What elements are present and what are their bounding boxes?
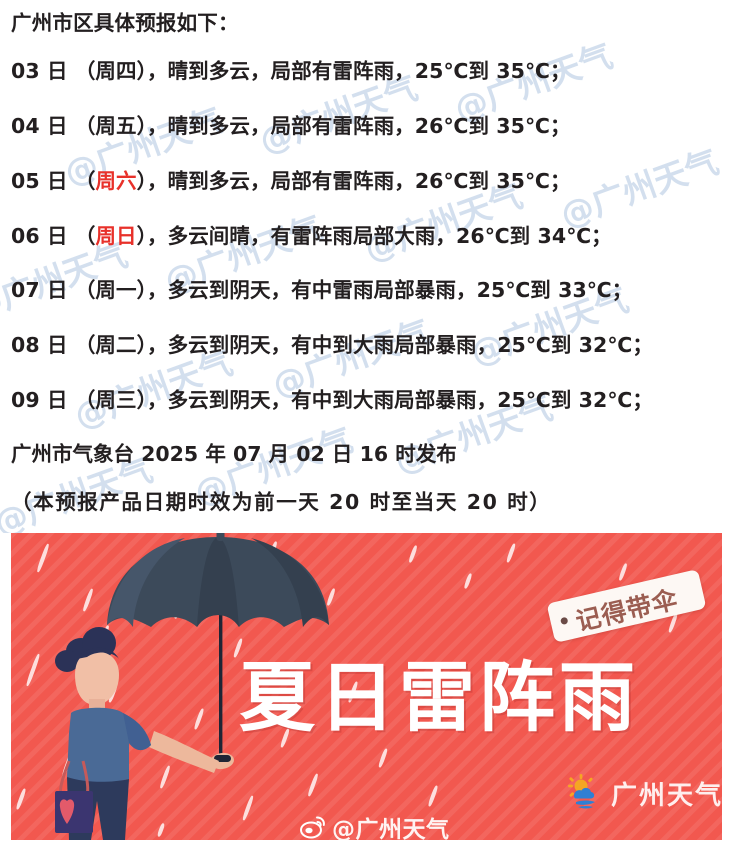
forecast-date: 04 日 bbox=[11, 114, 68, 138]
forecast-sky: ，晴到多云，局部有雷阵雨， bbox=[147, 169, 415, 193]
forecast-temp: 26℃到 34℃； bbox=[456, 224, 612, 248]
forecast-weekday: （周三） bbox=[74, 388, 147, 412]
issuer-line: 广州市气象台 2025 年 07 月 02 日 16 时发布 bbox=[11, 442, 457, 466]
brand-logo: 广州天气 bbox=[564, 774, 722, 812]
forecast-text-block: @广州天气 @广州天气 @广州天气 @广州天气 @广州天气 @广州天气 @广州天… bbox=[0, 11, 724, 533]
forecast-temp: 25℃到 35℃； bbox=[414, 59, 571, 83]
forecast-date: 09 日 bbox=[11, 388, 68, 412]
validity-note: （本预报产品日期时效为前一天 20 时至当天 20 时） bbox=[11, 490, 552, 514]
forecast-temp: 25℃到 32℃； bbox=[497, 388, 653, 412]
forecast-sky: ，多云到阴天，有中到大雨局部暴雨， bbox=[146, 388, 498, 412]
forecast-row-6: 09 日 （周三），多云到阴天，有中到大雨局部暴雨，25℃到 32℃； bbox=[11, 383, 653, 413]
weibo-icon bbox=[300, 816, 325, 839]
forecast-date: 05 日 bbox=[11, 169, 68, 193]
forecast-temp: 25℃到 32℃； bbox=[497, 333, 653, 357]
forecast-row-3: 06 日 （周日），多云间晴，有雷阵雨局部大雨，26℃到 34℃； bbox=[11, 219, 612, 249]
forecast-temp: 25℃到 33℃； bbox=[476, 278, 633, 302]
weibo-watermark: @广州天气 bbox=[300, 810, 450, 840]
forecast-weekday: （周四） bbox=[74, 59, 147, 83]
forecast-row-5: 08 日 （周二），多云到阴天，有中到大雨局部暴雨，25℃到 32℃； bbox=[11, 328, 653, 358]
sun-cloud-logo-icon bbox=[568, 774, 595, 809]
forecast-weekday: （周二） bbox=[74, 333, 147, 357]
forecast-temp: 26℃到 35℃； bbox=[414, 114, 571, 138]
forecast-date: 03 日 bbox=[11, 59, 68, 83]
banner-headline: 夏日雷阵雨 bbox=[239, 653, 639, 742]
forecast-weekday: （周五） bbox=[74, 114, 147, 138]
forecast-row-2: 05 日 （周六），晴到多云，局部有雷阵雨，26℃到 35℃； bbox=[11, 164, 571, 194]
forecast-sky: ，多云到阴天，有中到大雨局部暴雨， bbox=[146, 333, 498, 357]
forecast-weekday-wrap: （周六） bbox=[74, 169, 147, 193]
weather-banner: 夏日雷阵雨 记得带伞 @广州天气 广州天气 bbox=[11, 533, 722, 840]
forecast-weekday: （周一） bbox=[74, 278, 147, 302]
page-title: 广州市区具体预报如下： bbox=[11, 11, 239, 35]
forecast-sky: ，多云到阴天，有中雷雨局部暴雨， bbox=[146, 278, 477, 302]
forecast-weekday-wrap: （周日） bbox=[74, 224, 147, 248]
weibo-handle: @广州天气 bbox=[332, 817, 450, 840]
forecast-row-1: 04 日 （周五），晴到多云，局部有雷阵雨，26℃到 35℃； bbox=[11, 109, 571, 139]
forecast-row-0: 03 日 （周四），晴到多云，局部有雷阵雨，25℃到 35℃； bbox=[11, 54, 571, 84]
forecast-temp: 26℃到 35℃； bbox=[414, 169, 571, 193]
tag-hole-icon bbox=[560, 616, 569, 626]
forecast-sky: ，多云间晴，有雷阵雨局部大雨， bbox=[147, 224, 456, 248]
forecast-sky: ，晴到多云，局部有雷阵雨， bbox=[146, 114, 415, 138]
brand-name: 广州天气 bbox=[611, 780, 722, 811]
forecast-date: 07 日 bbox=[11, 278, 68, 302]
forecast-date: 08 日 bbox=[11, 333, 68, 357]
rainy-day-illustration bbox=[55, 533, 329, 840]
forecast-sky: ，晴到多云，局部有雷阵雨， bbox=[146, 59, 415, 83]
forecast-row-4: 07 日 （周一），多云到阴天，有中雷雨局部暴雨，25℃到 33℃； bbox=[11, 273, 632, 303]
forecast-weekday: 周日 bbox=[95, 224, 137, 248]
forecast-weekday: 周六 bbox=[95, 169, 137, 193]
forecast-date: 06 日 bbox=[11, 224, 68, 248]
